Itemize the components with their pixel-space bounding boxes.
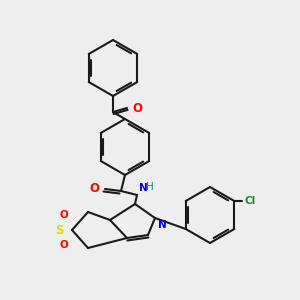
Text: S: S <box>56 224 64 236</box>
Text: H: H <box>146 182 154 192</box>
Text: O: O <box>132 101 142 115</box>
Text: N: N <box>139 183 148 193</box>
Text: O: O <box>89 182 99 196</box>
Text: N: N <box>158 220 167 230</box>
Text: O: O <box>60 210 68 220</box>
Text: Cl: Cl <box>244 196 256 206</box>
Text: O: O <box>60 240 68 250</box>
